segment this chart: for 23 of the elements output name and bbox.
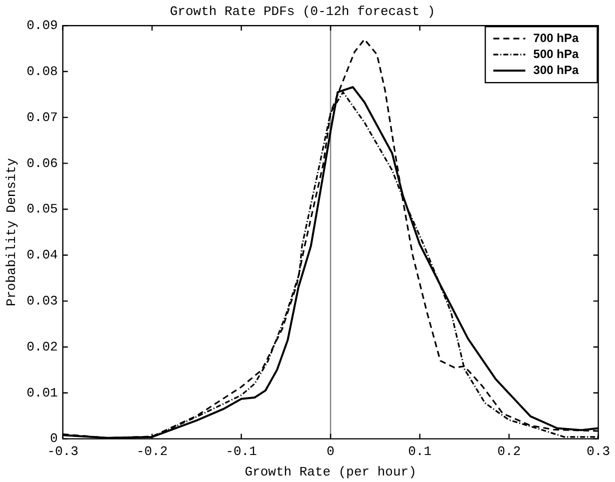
y-tick-label: 0.02 xyxy=(26,339,58,354)
x-tick-label: 0.2 xyxy=(497,444,521,460)
y-tick-label: 0.07 xyxy=(26,110,58,125)
x-tick-label: 0.1 xyxy=(408,444,432,460)
y-axis-title: Probability Density xyxy=(4,158,20,306)
y-tick-label: 0.03 xyxy=(26,294,58,309)
y-tick-label: 0.01 xyxy=(26,385,58,400)
y-tick-label: 0.09 xyxy=(26,18,58,34)
legend-label: 700 hPa xyxy=(533,30,579,45)
x-tick-label: -0.3 xyxy=(47,444,78,460)
x-axis-title: Growth Rate (per hour) xyxy=(244,464,416,480)
legend-label: 300 hPa xyxy=(533,62,579,77)
y-tick-label: 0.05 xyxy=(26,202,58,217)
x-tick-label: 0 xyxy=(326,444,334,460)
y-tick-label: 0.04 xyxy=(26,248,58,263)
y-tick-label: 0.06 xyxy=(26,156,58,171)
x-tick-label: -0.1 xyxy=(226,444,258,460)
legend-label: 500 hPa xyxy=(533,46,579,61)
x-tick-label: -0.2 xyxy=(136,444,168,460)
y-tick-label: 0.08 xyxy=(26,64,58,79)
y-tick-label: 0 xyxy=(50,431,58,446)
x-tick-label: 0.3 xyxy=(586,444,610,460)
chart-title: Growth Rate PDFs (0-12h forecast ) xyxy=(170,4,436,20)
